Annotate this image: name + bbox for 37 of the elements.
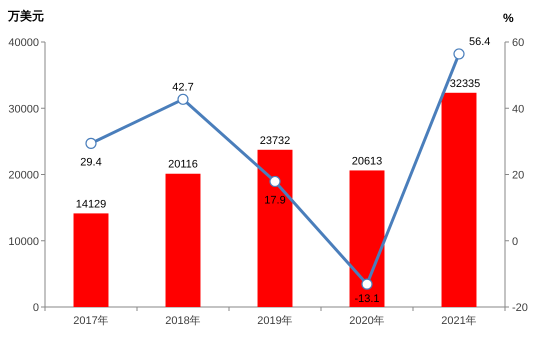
- x-tick-label: 2021年: [441, 315, 477, 327]
- point: [361, 278, 373, 290]
- point: [177, 94, 189, 105]
- y-tick-label: 0: [32, 302, 39, 314]
- data-label: 14129: [76, 198, 106, 210]
- bar: [442, 92, 476, 307]
- y-tick-label: 20000: [8, 170, 39, 182]
- y2-tick-label: 40: [512, 103, 524, 116]
- point: [269, 176, 281, 188]
- y2-axis-title: %: [503, 11, 514, 25]
- y2-tick-label: 20: [512, 170, 524, 182]
- y-tick-label: 30000: [8, 103, 39, 116]
- bar: [350, 170, 384, 307]
- bar: [258, 150, 292, 307]
- data-label: -13.1: [354, 293, 380, 306]
- point: [85, 138, 97, 149]
- data-label: 42.7: [172, 81, 194, 94]
- x-tick-label: 2019年: [257, 315, 293, 327]
- bar: [74, 213, 108, 307]
- y2-tick-label: 60: [512, 37, 524, 49]
- bar: [166, 174, 200, 307]
- y-tick-label: 10000: [8, 236, 39, 248]
- y-axis-title: 万美元: [7, 9, 44, 23]
- x-tick-label: 2017年: [73, 315, 109, 327]
- data-label: 23732: [260, 134, 290, 147]
- x-tick-label: 2018年: [165, 315, 201, 327]
- x-tick-label: 2020年: [349, 315, 385, 327]
- y2-tick-label: 0: [512, 236, 518, 248]
- data-label: 20116: [168, 158, 198, 171]
- data-label: 17.9: [264, 194, 286, 206]
- data-label: 32335: [450, 78, 480, 90]
- data-label: 56.4: [469, 36, 490, 48]
- y2-tick-label: -20: [512, 302, 528, 314]
- data-label: 29.4: [80, 156, 102, 168]
- data-label: 20613: [352, 155, 382, 168]
- point: [453, 48, 465, 60]
- y-tick-label: 40000: [8, 37, 39, 49]
